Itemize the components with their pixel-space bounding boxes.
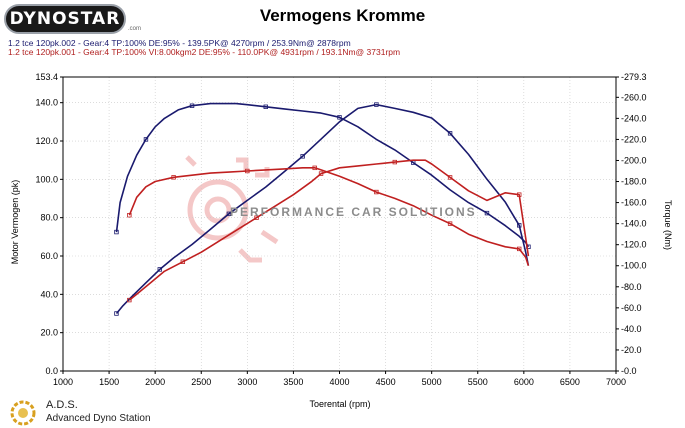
series-point-3 <box>318 171 324 176</box>
series-point-4 <box>374 189 379 195</box>
series-point-4 <box>312 165 317 171</box>
y-right-tick-label: -20.0 <box>621 345 642 355</box>
y-ticks-right: -0.0 -20.0 -40.0 -60.0 -80.0 -100.0 -120.0 -140… <box>616 72 647 376</box>
x-ticks: 1000 1500 2000 2500 3000 3500 4000 4500 5000 5500… <box>53 371 626 387</box>
series-point-2 <box>484 210 490 216</box>
y-left-tick-label: 20.0 <box>40 328 58 338</box>
y-right-tick-label: -60.0 <box>621 303 642 313</box>
series-point-1 <box>300 154 305 159</box>
series-point-3 <box>447 175 453 180</box>
x-axis-label: Toerental (rpm) <box>309 399 370 409</box>
series-line-1 <box>115 103 530 315</box>
series-point-3 <box>517 192 522 197</box>
y-right-tick-label: -140.0 <box>621 219 647 229</box>
ads-logo-icon <box>10 400 36 426</box>
y-left-tick-label: 140.0 <box>35 98 58 108</box>
x-tick-label: 1500 <box>99 377 119 387</box>
y-ticks-left: 0.0 20.0 40.0 60.0 80.0 100.0 120.0 140.0 153.4 <box>35 72 63 376</box>
logo-text: DYNOSTAR <box>9 9 121 29</box>
watermark-text: PERFORMANCE CAR SOLUTIONS <box>230 205 477 219</box>
logo-dotcom: .com <box>128 26 142 32</box>
y-right-tick-label: -100.0 <box>621 261 647 271</box>
run-info-1: 1.2 tce 120pk.002 - Gear:4 TP:100% DE:95… <box>8 38 351 48</box>
y-right-tick-label: -80.0 <box>621 282 642 292</box>
series-point-4 <box>245 168 250 174</box>
series-point-2 <box>114 229 119 235</box>
x-tick-label: 3500 <box>283 377 303 387</box>
x-tick-label: 1000 <box>53 377 73 387</box>
y-left-tick-label: 40.0 <box>40 289 58 299</box>
x-tick-label: 6500 <box>560 377 580 387</box>
x-tick-label: 2500 <box>191 377 211 387</box>
y-right-tick-label: -0.0 <box>621 366 637 376</box>
y-left-tick-label: 60.0 <box>40 251 58 261</box>
series-point-3 <box>254 215 259 220</box>
y-left-tick-label: 100.0 <box>35 174 58 184</box>
x-tick-label: 4000 <box>329 377 349 387</box>
series-point-1 <box>114 311 119 316</box>
footer-ads: A.D.S. <box>46 399 78 411</box>
series-point-3 <box>127 297 132 303</box>
x-tick-label: 4500 <box>376 377 396 387</box>
x-tick-label: 5000 <box>422 377 442 387</box>
y-right-tick-label: -40.0 <box>621 324 642 334</box>
y-axis-label-left: Motor Vermogen (pk) <box>10 180 20 265</box>
y-right-tick-label: -220.0 <box>621 134 647 144</box>
chart-title: Vermogens Kromme <box>259 6 426 25</box>
x-tick-label: 3000 <box>237 377 257 387</box>
run-info-2: 1.2 tce 120pk.001 - Gear:4 TP:100% VI:8.… <box>8 47 401 57</box>
series-point-1 <box>226 211 232 217</box>
series-line-4 <box>128 167 530 266</box>
y-right-tick-label: -160.0 <box>621 198 647 208</box>
series-point-2 <box>189 103 195 108</box>
footer-subtitle: Advanced Dyno Station <box>46 413 151 424</box>
series-point-3 <box>392 159 397 165</box>
x-tick-label: 2000 <box>145 377 165 387</box>
series-line-3 <box>128 159 530 301</box>
y-right-tick-label: -180.0 <box>621 177 647 187</box>
y-right-tick-label: -260.0 <box>621 92 647 102</box>
series-point-2 <box>337 115 342 120</box>
series-point-1 <box>447 131 453 136</box>
series-point-3 <box>180 259 186 264</box>
y-right-tick-label: -120.0 <box>621 240 647 250</box>
y-left-tick-label: 80.0 <box>40 213 58 223</box>
series-point-4 <box>517 246 522 252</box>
y-left-tick-label: 120.0 <box>35 136 58 146</box>
y-axis-label-right: Torque (Nm) <box>663 200 673 250</box>
series-lines <box>114 102 531 316</box>
series-point-2 <box>263 104 268 109</box>
y-right-tick-label: -200.0 <box>621 155 647 165</box>
series-point-4 <box>171 175 176 180</box>
y-left-tick-label: 153.4 <box>35 72 58 82</box>
series-point-1 <box>157 267 162 272</box>
series-point-4 <box>447 221 453 226</box>
y-right-tick-label: -240.0 <box>621 113 647 123</box>
x-tick-label: 5500 <box>468 377 488 387</box>
series-point-1 <box>517 223 522 228</box>
watermark-gear-icon <box>185 155 279 263</box>
dynostar-logo: DYNOSTAR <box>4 4 126 34</box>
series-line-2 <box>115 102 530 248</box>
y-left-tick-label: 0.0 <box>45 366 58 376</box>
series-point-1 <box>374 102 379 107</box>
y-right-tick-label: -279.3 <box>621 72 647 82</box>
series-point-4 <box>127 213 132 218</box>
x-tick-label: 6000 <box>514 377 534 387</box>
series-point-2 <box>143 137 149 142</box>
x-tick-label: 7000 <box>606 377 626 387</box>
